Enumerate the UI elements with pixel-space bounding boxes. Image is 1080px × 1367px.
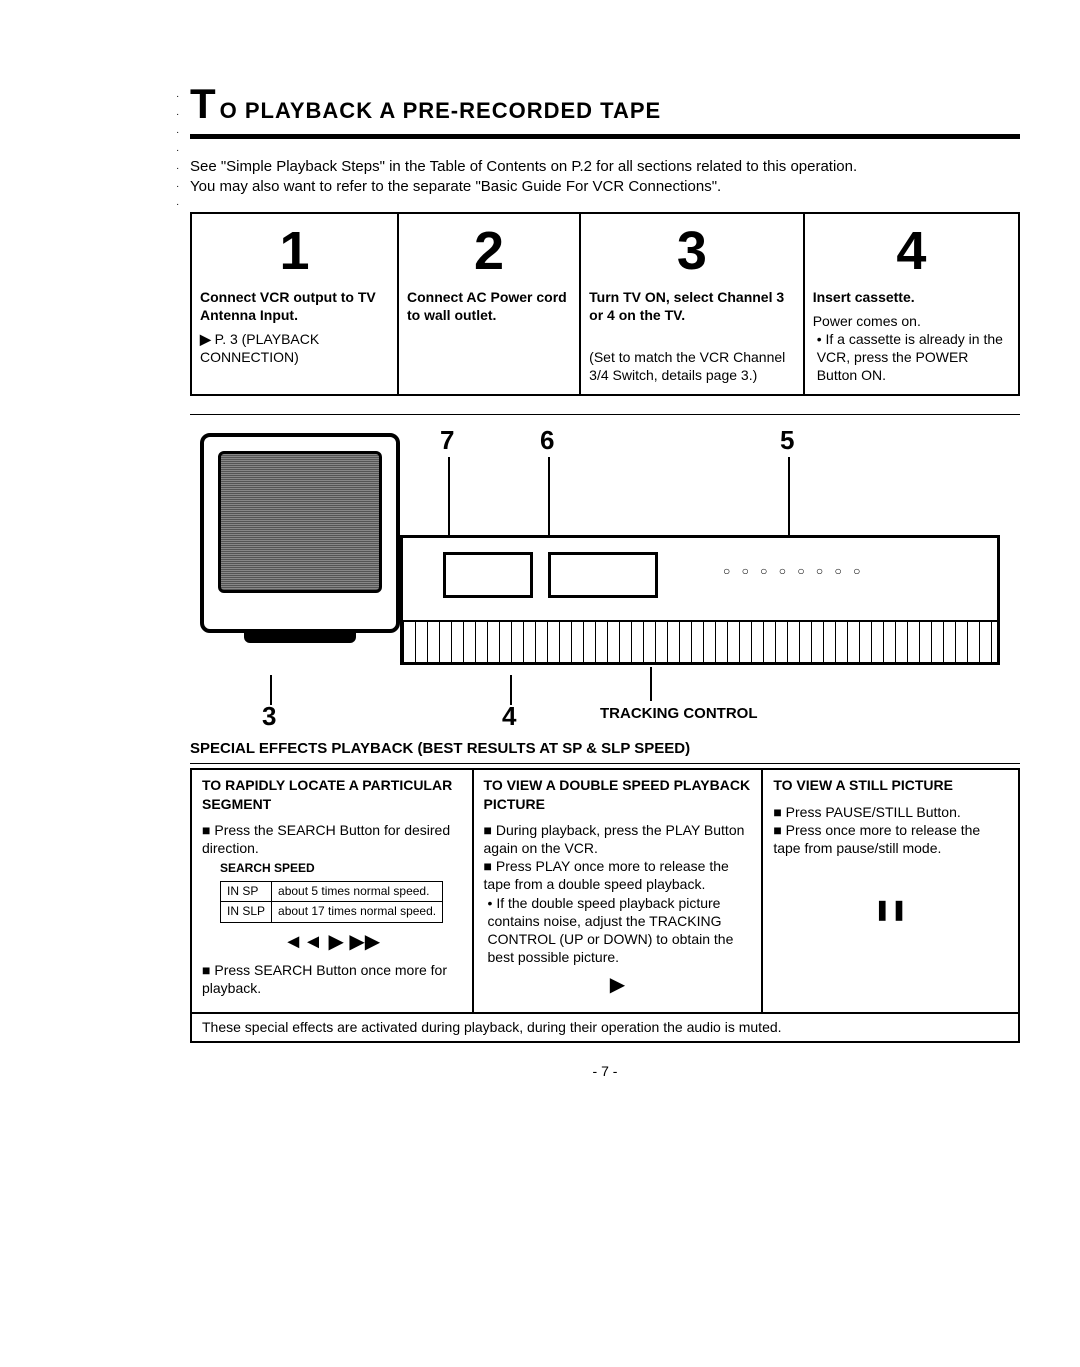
- pause-icon: ❚❚: [773, 897, 1008, 923]
- vcr-diagram: ○ ○ ○ ○ ○ ○ ○ ○ 7 6 5 3 4 TRACKING CONTR…: [190, 414, 1020, 734]
- sfx-heading: SPECIAL EFFECTS PLAYBACK (BEST RESULTS A…: [190, 740, 1020, 757]
- title-text: O PLAYBACK A PRE-RECORDED TAPE: [220, 98, 662, 124]
- step-4-sub1: Power comes on.: [813, 312, 1010, 330]
- callout-4: 4: [502, 701, 516, 732]
- sfx-col1-head: TO RAPIDLY LOCATE A PARTICULAR SEGMENT: [202, 776, 462, 812]
- callout-6: 6: [540, 425, 554, 456]
- title-initial: T: [190, 80, 216, 128]
- title-underline: [190, 134, 1020, 139]
- sfx-col-2: TO VIEW A DOUBLE SPEED PLAYBACK PICTURE …: [473, 769, 763, 1013]
- step-1-heading: Connect VCR output to TV Antenna Input.: [200, 288, 389, 324]
- step-num-3: 3: [580, 213, 804, 284]
- vcr-icon: ○ ○ ○ ○ ○ ○ ○ ○: [400, 535, 1000, 665]
- step-1-ref: P. 3 (PLAYBACK CONNECTION): [200, 331, 319, 365]
- search-speed-table: IN SP about 5 times normal speed. IN SLP…: [220, 881, 443, 923]
- ss-r2b: about 17 times normal speed.: [272, 902, 443, 923]
- arrow-icon: ▶: [200, 331, 215, 347]
- step-body-4: Insert cassette. Power comes on. • If a …: [804, 284, 1019, 396]
- rewff-icon: ◄◄ ▶ ▶▶: [202, 929, 462, 955]
- sfx-col3-b1: Press PAUSE/STILL Button.: [773, 803, 1008, 821]
- tracking-control-label: TRACKING CONTROL: [600, 705, 758, 722]
- intro-line-1: See "Simple Playback Steps" in the Table…: [190, 157, 1020, 177]
- sfx-col2-head: TO VIEW A DOUBLE SPEED PLAYBACK PICTURE: [484, 776, 752, 812]
- step-body-2: Connect AC Power cord to wall outlet.: [398, 284, 580, 396]
- sfx-footer: These special effects are activated duri…: [191, 1013, 1019, 1041]
- ss-r2a: IN SLP: [221, 902, 272, 923]
- step-body-1: Connect VCR output to TV Antenna Input. …: [191, 284, 398, 396]
- page-title: T O PLAYBACK A PRE-RECORDED TAPE: [190, 80, 1020, 128]
- sfx-col3-b2: Press once more to release the tape from…: [773, 821, 1008, 857]
- callout-5: 5: [780, 425, 794, 456]
- step-3-note: (Set to match the VCR Channel 3/4 Switch…: [589, 349, 785, 383]
- intro-text: See "Simple Playback Steps" in the Table…: [190, 157, 1020, 198]
- steps-table: 1 2 3 4 Connect VCR output to TV Antenna…: [190, 212, 1020, 397]
- callout-3: 3: [262, 701, 276, 732]
- tv-icon: [200, 433, 400, 633]
- intro-line-2: You may also want to refer to the separa…: [190, 177, 1020, 197]
- step-3-heading: Turn TV ON, select Channel 3 or 4 on the…: [589, 288, 795, 324]
- step-2-heading: Connect AC Power cord to wall outlet.: [407, 288, 571, 324]
- page-number: - 7 -: [190, 1063, 1020, 1079]
- callout-7: 7: [440, 425, 454, 456]
- step-4-heading: Insert cassette.: [813, 288, 1010, 306]
- step-num-1: 1: [191, 213, 398, 284]
- play-icon: ▶: [484, 972, 752, 998]
- sfx-col-3: TO VIEW A STILL PICTURE Press PAUSE/STIL…: [762, 769, 1019, 1013]
- ss-r1a: IN SP: [221, 881, 272, 902]
- sfx-table: TO RAPIDLY LOCATE A PARTICULAR SEGMENT P…: [190, 768, 1020, 1042]
- ss-r1b: about 5 times normal speed.: [272, 881, 443, 902]
- step-4-sub2: • If a cassette is already in the VCR, p…: [817, 330, 1010, 385]
- sfx-col2-b2: Press PLAY once more to release the tape…: [484, 857, 752, 893]
- sfx-col1-b1: Press the SEARCH Button for desired dire…: [202, 821, 462, 857]
- search-speed-title: SEARCH SPEED: [220, 861, 462, 877]
- sfx-col1-b2: Press SEARCH Button once more for playba…: [202, 961, 462, 997]
- step-num-4: 4: [804, 213, 1019, 284]
- margin-dots: ·······: [176, 88, 179, 214]
- sfx-col2-note: If the double speed playback picture con…: [488, 895, 734, 966]
- sfx-col-1: TO RAPIDLY LOCATE A PARTICULAR SEGMENT P…: [191, 769, 473, 1013]
- step-num-2: 2: [398, 213, 580, 284]
- sfx-col2-b1: During playback, press the PLAY Button a…: [484, 821, 752, 857]
- step-body-3: Turn TV ON, select Channel 3 or 4 on the…: [580, 284, 804, 396]
- sfx-col3-head: TO VIEW A STILL PICTURE: [773, 776, 1008, 794]
